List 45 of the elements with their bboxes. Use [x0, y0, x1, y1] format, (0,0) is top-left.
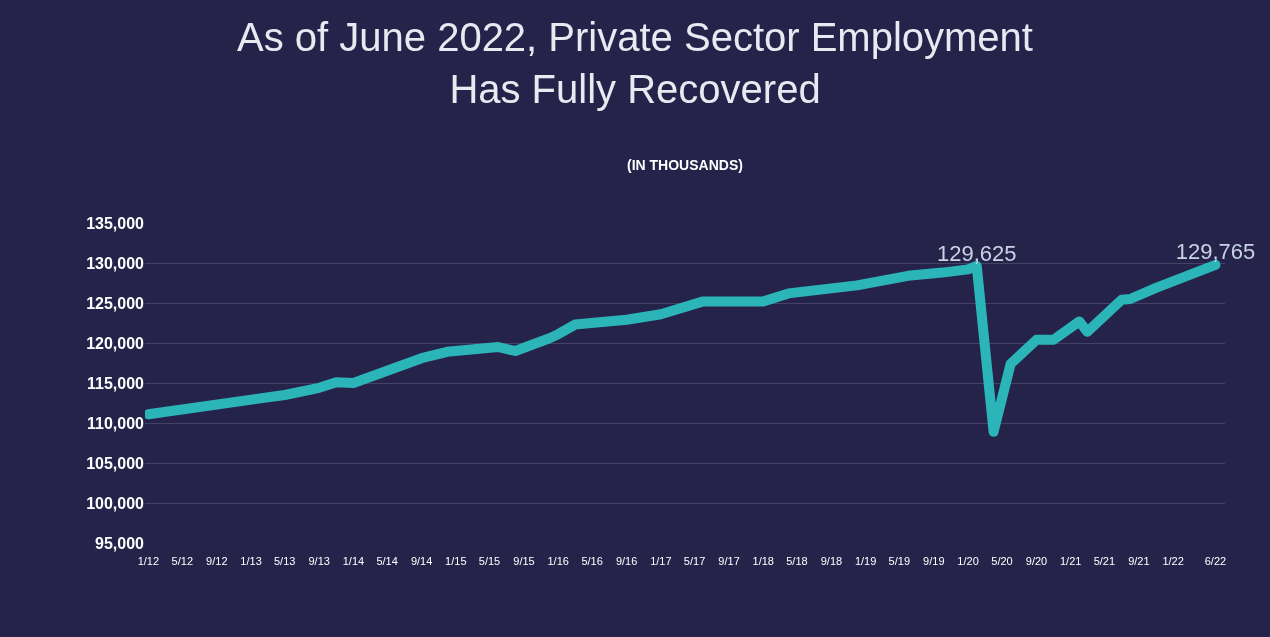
y-tick-label: 100,000	[86, 494, 145, 512]
x-tick-label: 5/13	[273, 555, 296, 567]
x-tick-label: 9/14	[410, 555, 433, 567]
x-tick-label: 6/22	[1204, 555, 1227, 567]
x-tick-label: 1/20	[957, 555, 979, 567]
x-tick-label: 9/20	[1025, 555, 1048, 567]
x-tick-label: 9/18	[820, 555, 843, 567]
x-tick-label: 5/21	[1093, 555, 1116, 567]
x-tick-label: 1/12	[137, 555, 160, 567]
y-tick-label: 125,000	[86, 294, 145, 312]
x-tick-label: 5/14	[376, 555, 398, 567]
x-tick-label: 1/13	[240, 555, 262, 567]
data-label: 129,765	[1175, 239, 1256, 265]
x-tick-label: 1/18	[752, 555, 774, 567]
x-tick-label: 1/17	[650, 555, 672, 567]
x-tick-label: 9/13	[308, 555, 330, 567]
x-tick-label: 5/12	[171, 555, 194, 567]
chart-title: As of June 2022, Private Sector Employment Has Fully Recovered	[237, 14, 1033, 111]
x-tick-label: 9/15	[513, 555, 535, 567]
x-tick-label: 9/16	[615, 555, 638, 567]
x-tick-label: 5/15	[478, 555, 501, 567]
x-tick-label: 9/12	[206, 555, 228, 567]
x-tick-label: 1/14	[342, 555, 365, 567]
x-tick-label: 1/21	[1060, 555, 1082, 567]
x-tick-label: 5/17	[683, 555, 706, 567]
x-tick-label: 1/19	[854, 555, 877, 567]
x-tick-label: 1/22	[1162, 555, 1184, 567]
x-tick-label: 9/19	[923, 555, 945, 567]
y-tick-label: 130,000	[86, 254, 145, 272]
y-tick-label: 135,000	[86, 214, 145, 232]
x-tick-label: 1/16	[547, 555, 569, 567]
y-tick-label: 110,000	[87, 414, 145, 432]
x-tick-label: 1/15	[445, 555, 467, 567]
y-tick-label: 105,000	[86, 454, 145, 472]
x-tick-label: 9/21	[1128, 555, 1150, 567]
chart-subtitle: (IN THOUSANDS)	[627, 157, 743, 173]
data-label: 129,625	[936, 240, 1017, 266]
y-tick-label: 115,000	[87, 374, 145, 392]
x-tick-label: 9/17	[718, 555, 740, 567]
y-tick-label: 120,000	[86, 334, 145, 352]
x-tick-label: 5/16	[581, 555, 603, 567]
y-tick-label: 95,000	[95, 534, 145, 552]
x-tick-label: 5/18	[786, 555, 808, 567]
x-tick-label: 5/19	[888, 555, 911, 567]
x-tick-label: 5/20	[991, 555, 1013, 567]
